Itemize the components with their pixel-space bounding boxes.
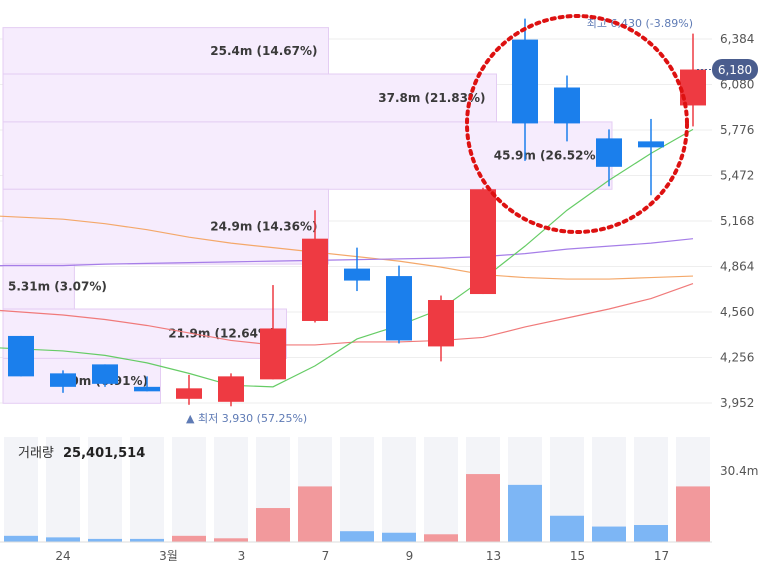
profile-bar bbox=[2, 27, 329, 75]
volume-bar bbox=[508, 484, 542, 542]
axis-labels: 6,384 6,080 5,776 5,472 5,168 4,864 4,560 4,256… bbox=[55, 32, 754, 563]
current-price-badge bbox=[712, 59, 758, 80]
candle-body bbox=[428, 300, 454, 347]
volume-slot bbox=[424, 437, 458, 542]
profile-bar bbox=[2, 263, 75, 310]
current-price-label: 6,180 bbox=[718, 63, 752, 77]
candle-body bbox=[554, 87, 580, 124]
volume-title: 거래량 bbox=[18, 446, 54, 461]
candle-body bbox=[8, 335, 34, 377]
y-tick-label: 4,256 bbox=[720, 351, 754, 365]
volume-bar bbox=[172, 535, 206, 542]
volume-bar bbox=[676, 486, 710, 542]
high-label: 최고 6,430 (-3.89%) bbox=[587, 17, 693, 30]
x-tick-label: 7 bbox=[322, 549, 330, 563]
candle-body bbox=[638, 141, 664, 148]
candle-body bbox=[512, 39, 538, 124]
volume-bar bbox=[4, 535, 38, 542]
candles bbox=[8, 18, 706, 407]
volume-slot bbox=[592, 437, 626, 542]
y-tick-label: 4,864 bbox=[720, 260, 754, 274]
volume-bar bbox=[88, 538, 122, 542]
candle-body bbox=[386, 276, 412, 341]
volume-profile: 25.4m (14.67%) 37.8m (21.83%) 45.9m (26.52… bbox=[2, 27, 613, 404]
x-tick-label: 3 bbox=[238, 549, 246, 563]
profile-label: 21.9m (12.64%) bbox=[168, 327, 275, 341]
volume-slot bbox=[130, 437, 164, 542]
volume-bar bbox=[634, 525, 668, 542]
volume-slot bbox=[382, 437, 416, 542]
y-tick-label: 5,472 bbox=[720, 169, 754, 183]
x-tick-label: 17 bbox=[654, 549, 669, 563]
volume-tick-label: 30.4m bbox=[720, 464, 758, 478]
y-tick-label: 6,080 bbox=[720, 78, 754, 92]
profile-bar bbox=[2, 188, 329, 265]
volume-bar bbox=[466, 474, 500, 542]
y-tick-label: 6,384 bbox=[720, 32, 754, 46]
volume-bar bbox=[382, 532, 416, 542]
profile-label: 24.9m (14.36%) bbox=[210, 220, 317, 234]
highlight-circle bbox=[465, 14, 689, 234]
low-label: ▲ 최저 3,930 (57.25%) bbox=[186, 412, 307, 425]
profile-label: 25.4m (14.67%) bbox=[210, 44, 317, 58]
candle-body bbox=[596, 138, 622, 167]
x-tick-label: 15 bbox=[570, 549, 585, 563]
y-tick-label: 3,952 bbox=[720, 396, 754, 410]
candle-body bbox=[302, 238, 328, 321]
candle-body bbox=[176, 388, 202, 399]
profile-label: 45.9m (26.52%) bbox=[494, 149, 601, 163]
volume-bar bbox=[340, 531, 374, 542]
candle-body bbox=[260, 328, 286, 380]
volume-slot bbox=[634, 437, 668, 542]
candle-body bbox=[134, 386, 160, 392]
volume-slot bbox=[46, 437, 80, 542]
candle-body bbox=[470, 189, 496, 295]
x-tick-label: 9 bbox=[406, 549, 414, 563]
volume-value: 25,401,514 bbox=[63, 446, 145, 461]
volume-bar bbox=[424, 534, 458, 542]
volume-bar bbox=[46, 537, 80, 542]
volume-slot bbox=[88, 437, 122, 542]
y-tick-label: 5,776 bbox=[720, 123, 754, 137]
volume-panel bbox=[0, 437, 712, 543]
volume-slot bbox=[172, 437, 206, 542]
x-tick-label: 3월 bbox=[159, 549, 178, 563]
candle-body bbox=[218, 376, 244, 402]
volume-slot bbox=[340, 437, 374, 542]
y-tick-label: 5,168 bbox=[720, 214, 754, 228]
candle-body bbox=[344, 268, 370, 281]
volume-bar bbox=[550, 515, 584, 542]
profile-label: 5.31m (3.07%) bbox=[8, 280, 107, 294]
volume-bar bbox=[298, 486, 332, 542]
candle-body bbox=[92, 364, 118, 384]
profile-label: 37.8m (21.83%) bbox=[378, 91, 485, 105]
y-tick-label: 4,560 bbox=[720, 305, 754, 319]
volume-bar bbox=[130, 538, 164, 542]
ma-red-line bbox=[0, 282, 694, 346]
volume-slot bbox=[4, 437, 38, 542]
candle-body bbox=[50, 373, 76, 387]
x-tick-label: 13 bbox=[486, 549, 501, 563]
volume-slot bbox=[214, 437, 248, 542]
volume-bar bbox=[256, 508, 290, 542]
volume-bar bbox=[214, 538, 248, 542]
ma-green-line bbox=[0, 128, 694, 388]
profile-bar bbox=[2, 73, 497, 123]
x-tick-label: 24 bbox=[55, 549, 70, 563]
volume-bar bbox=[592, 526, 626, 542]
